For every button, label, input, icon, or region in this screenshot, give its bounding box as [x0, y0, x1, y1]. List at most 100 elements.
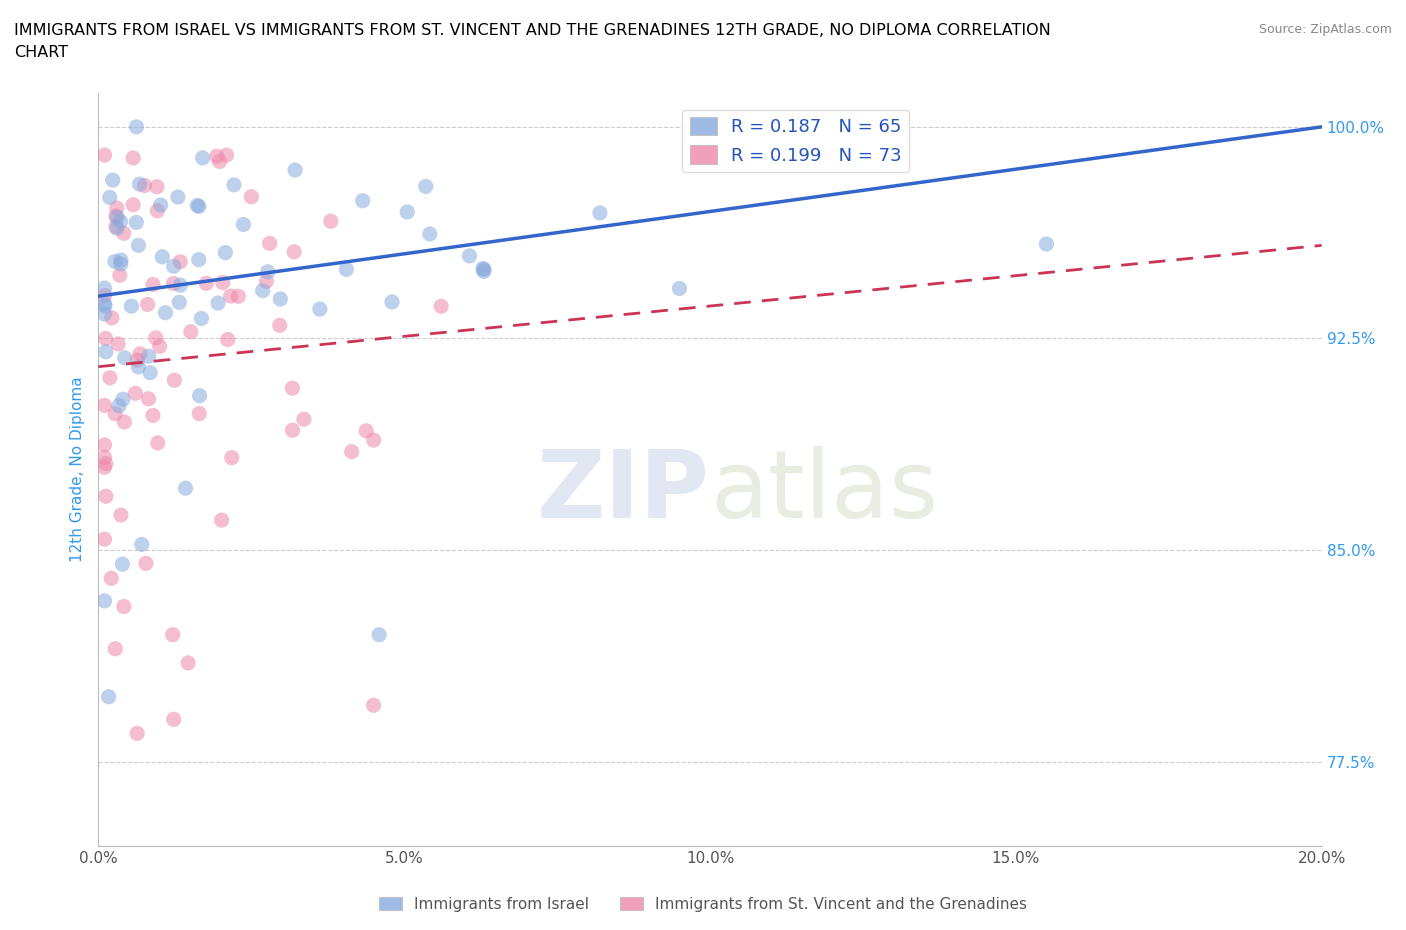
Point [94, 344, 117, 359]
Point [162, 627, 184, 642]
Point [101, 311, 124, 325]
Point [110, 214, 132, 229]
Point [1035, 236, 1057, 251]
Point [281, 423, 304, 438]
Text: atlas: atlas [710, 446, 938, 538]
Point [269, 292, 291, 307]
Point [93, 148, 115, 163]
Point [254, 273, 277, 288]
Point [188, 388, 211, 403]
Point [138, 392, 160, 406]
Point [104, 219, 127, 233]
Point [668, 281, 690, 296]
Point [163, 259, 186, 273]
Point [169, 255, 191, 270]
Point [472, 264, 495, 279]
Point [98, 190, 121, 205]
Point [108, 398, 131, 413]
Point [240, 190, 263, 205]
Text: IMMIGRANTS FROM ISRAEL VS IMMIGRANTS FROM ST. VINCENT AND THE GRENADINES 12TH GR: IMMIGRANTS FROM ISRAEL VS IMMIGRANTS FRO… [14, 23, 1050, 38]
Point [187, 199, 209, 214]
Point [93, 460, 115, 475]
Point [127, 726, 149, 741]
Point [112, 415, 135, 430]
Point [127, 238, 149, 253]
Point [340, 445, 363, 459]
Point [93, 288, 115, 303]
Point [292, 412, 315, 427]
Point [232, 217, 254, 232]
Point [93, 593, 115, 608]
Point [155, 305, 177, 320]
Point [180, 325, 202, 339]
Point [146, 204, 169, 219]
Point [124, 386, 146, 401]
Point [150, 249, 173, 264]
Point [94, 489, 117, 504]
Point [368, 627, 391, 642]
Point [195, 276, 218, 291]
Point [259, 236, 281, 251]
Point [167, 295, 190, 310]
Point [105, 201, 128, 216]
Point [93, 281, 115, 296]
Point [105, 210, 128, 225]
Point [97, 689, 120, 704]
Point [187, 252, 209, 267]
Point [458, 248, 481, 263]
Point [308, 301, 330, 316]
Point [190, 311, 212, 325]
Point [114, 351, 136, 365]
Point [419, 227, 441, 242]
Point [226, 289, 249, 304]
Point [112, 599, 135, 614]
Point [93, 450, 115, 465]
Point [163, 373, 186, 388]
Point [188, 406, 211, 421]
Point [98, 370, 121, 385]
Point [208, 154, 231, 169]
Point [214, 246, 236, 260]
Point [205, 149, 228, 164]
Point [127, 360, 149, 375]
Point [219, 288, 242, 303]
Legend: R = 0.187   N = 65, R = 0.199   N = 73: R = 0.187 N = 65, R = 0.199 N = 73 [682, 110, 908, 172]
Point [162, 276, 184, 291]
Point [207, 296, 229, 311]
Point [93, 297, 115, 312]
Point [186, 198, 208, 213]
Point [269, 318, 291, 333]
Point [104, 406, 127, 421]
Point [112, 226, 135, 241]
Point [252, 283, 274, 298]
Point [146, 179, 169, 194]
Point [335, 262, 357, 277]
Point [169, 278, 191, 293]
Point [256, 264, 278, 279]
Point [104, 254, 127, 269]
Point [110, 508, 132, 523]
Point [104, 208, 127, 223]
Point [135, 556, 157, 571]
Point [472, 262, 495, 277]
Point [101, 173, 124, 188]
Point [222, 178, 245, 193]
Point [122, 197, 145, 212]
Point [149, 197, 172, 212]
Point [319, 214, 342, 229]
Point [471, 261, 494, 276]
Point [354, 423, 377, 438]
Point [396, 205, 419, 219]
Point [284, 163, 307, 178]
Point [105, 220, 128, 235]
Point [111, 392, 134, 406]
Point [145, 330, 167, 345]
Point [129, 346, 152, 361]
Point [174, 481, 197, 496]
Point [93, 532, 115, 547]
Point [93, 398, 115, 413]
Point [131, 537, 153, 551]
Point [108, 268, 131, 283]
Point [138, 349, 160, 364]
Point [127, 352, 149, 367]
